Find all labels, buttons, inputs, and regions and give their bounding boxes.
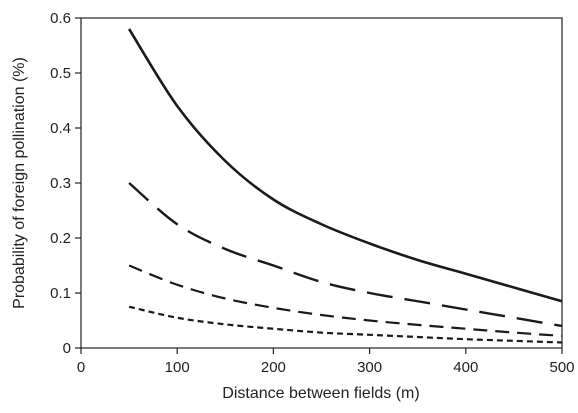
series-layer: [127, 28, 563, 344]
x-tick-label: 200: [261, 359, 286, 376]
x-tick-label: 100: [165, 359, 190, 376]
x-tick-label: 0: [77, 359, 85, 376]
y-tick-label: 0.5: [50, 65, 71, 82]
y-tick-label: 0.4: [50, 120, 71, 137]
series-line-solid: [127, 28, 563, 303]
y-tick-label: 0.2: [50, 230, 71, 247]
y-tick-label: 0.3: [50, 175, 71, 192]
y-tick-label: 0.6: [50, 10, 71, 27]
y-tick-label: 0.1: [50, 285, 71, 302]
x-axis: 0 100 200 300 400 500: [77, 348, 575, 376]
series-line-short-dash: [128, 305, 563, 344]
series-line-medium-dash: [128, 264, 563, 337]
series-line-long-dash: [128, 182, 563, 328]
x-axis-title: Distance between fields (m): [222, 385, 419, 402]
x-tick-label: 500: [549, 359, 574, 376]
y-axis-title: Probability of foreign pollination (%): [11, 57, 28, 309]
x-tick-label: 300: [357, 359, 382, 376]
y-tick-label: 0: [63, 340, 71, 357]
y-axis: 0 0.1 0.2 0.3 0.4 0.5 0.6: [50, 10, 81, 357]
x-tick-label: 400: [453, 359, 478, 376]
